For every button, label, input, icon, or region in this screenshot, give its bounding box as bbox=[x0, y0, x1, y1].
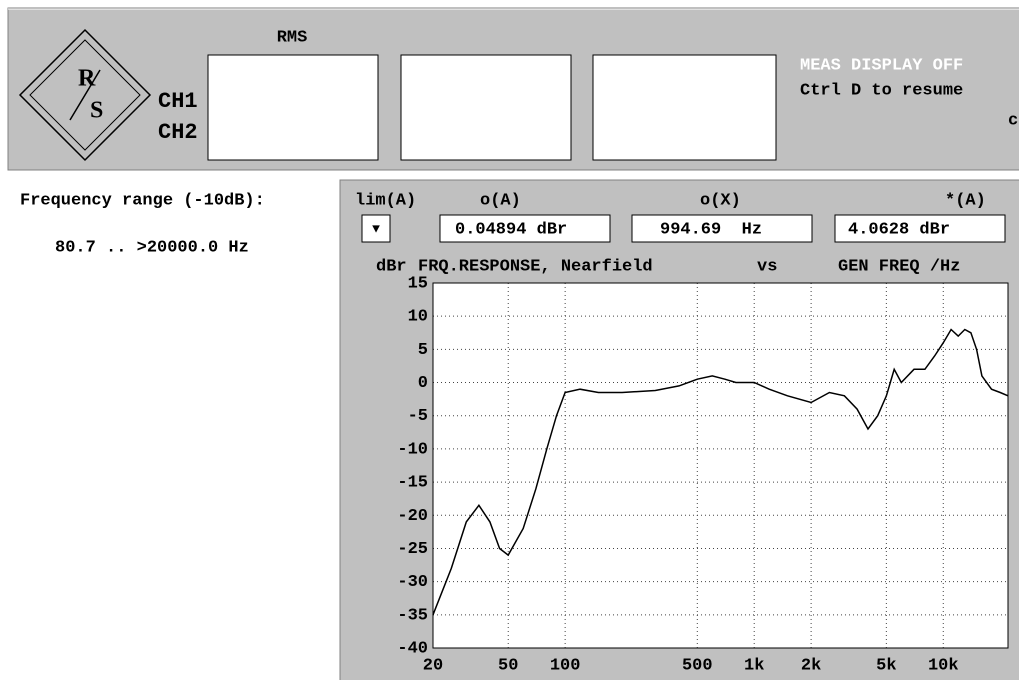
column-label: RMS bbox=[277, 28, 308, 47]
readout-value: 994.69 Hz bbox=[660, 220, 762, 239]
status-text: MEAS DISPLAY OFF bbox=[800, 56, 963, 75]
y-tick-label: -40 bbox=[397, 639, 428, 658]
chart-title: FRQ.RESPONSE, Nearfield bbox=[418, 257, 653, 276]
response-curve bbox=[432, 328, 1009, 616]
x-tick-label: 5k bbox=[876, 656, 896, 675]
readout-label: o(A) bbox=[480, 191, 521, 210]
summary-label: Frequency range (-10dB): bbox=[20, 191, 265, 210]
readout-value: 4.0628 dBr bbox=[848, 220, 950, 239]
y-tick-label: -5 bbox=[408, 407, 428, 426]
y-tick-label: -30 bbox=[397, 573, 428, 592]
y-tick-label: -20 bbox=[397, 507, 428, 526]
readout-label: o(X) bbox=[700, 191, 741, 210]
logo-slash bbox=[69, 69, 101, 121]
readout-label: lim(A) bbox=[355, 191, 416, 210]
meter-box bbox=[592, 54, 777, 161]
x-tick-label: 10k bbox=[928, 656, 959, 675]
summary-value: 80.7 .. >20000.0 Hz bbox=[55, 238, 249, 257]
x-tick-label: 1k bbox=[744, 656, 764, 675]
plot bbox=[432, 282, 1009, 649]
y-tick-label: -25 bbox=[397, 540, 428, 559]
readout-box bbox=[834, 214, 1006, 243]
readout-label: *(A) bbox=[945, 191, 986, 210]
x-tick-label: 500 bbox=[682, 656, 713, 675]
dropdown[interactable] bbox=[361, 214, 391, 243]
readout-box bbox=[631, 214, 813, 243]
channel-label: CH1 bbox=[158, 89, 198, 114]
readout-value: 0.04894 dBr bbox=[455, 220, 567, 239]
meter-box bbox=[207, 54, 379, 161]
channel-label: CH2 bbox=[158, 120, 198, 145]
plot-frame bbox=[432, 282, 1009, 649]
y-tick-label: 15 bbox=[408, 274, 428, 293]
readout-box bbox=[439, 214, 611, 243]
annotation: vs bbox=[757, 257, 777, 276]
x-tick-label: 100 bbox=[550, 656, 581, 675]
y-tick-label: 0 bbox=[418, 374, 428, 393]
dropdown-arrow[interactable]: ▼ bbox=[372, 221, 380, 236]
y-tick-label: 10 bbox=[408, 308, 428, 327]
y-tick-label: -15 bbox=[397, 474, 428, 493]
x-tick-label: 50 bbox=[498, 656, 518, 675]
x-axis-label: GEN FREQ /Hz bbox=[838, 257, 960, 276]
y-tick-label: -35 bbox=[397, 606, 428, 625]
logo-letter: R bbox=[78, 66, 96, 92]
meter-box bbox=[400, 54, 572, 161]
edge-char: c bbox=[1008, 111, 1018, 130]
logo-letter: S bbox=[90, 98, 103, 124]
y-tick-label: 5 bbox=[418, 341, 428, 360]
plot-area bbox=[433, 283, 1008, 648]
y-tick-label: -10 bbox=[397, 440, 428, 459]
x-tick-label: 2k bbox=[801, 656, 821, 675]
x-tick-label: 20 bbox=[423, 656, 443, 675]
logo-inner bbox=[29, 39, 141, 151]
status-text: Ctrl D to resume bbox=[800, 81, 963, 100]
y-axis-label: dBr bbox=[376, 257, 407, 276]
